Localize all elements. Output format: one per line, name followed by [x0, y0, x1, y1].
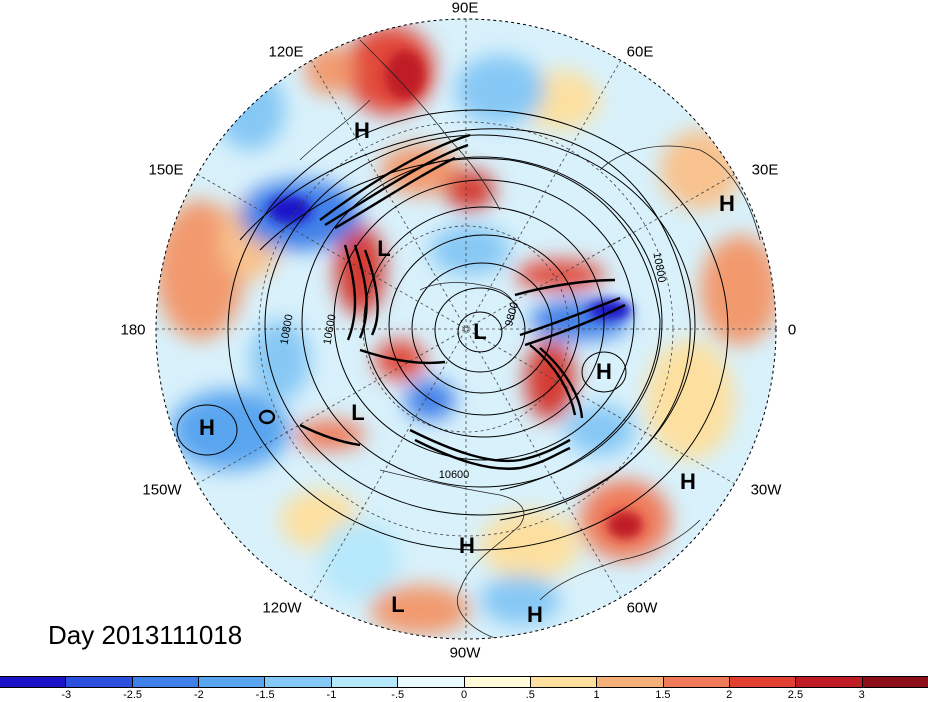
contour-value-label: 10600: [321, 313, 338, 345]
map-title: Day 2013111018: [48, 620, 243, 650]
colorbar-swatch: [796, 677, 863, 687]
colorbar-swatch: [530, 677, 598, 687]
colorbar-tick-label: .5: [525, 689, 535, 701]
high-pressure-marker: H: [596, 359, 612, 384]
longitude-label: 120E: [268, 43, 304, 61]
colorbar-tick-label: 2.5: [787, 689, 804, 701]
longitude-label: 60W: [626, 599, 658, 617]
colorbar-tick-label: 1.5: [655, 689, 671, 701]
longitude-label: 60E: [626, 43, 654, 61]
longitude-label: 30E: [751, 161, 779, 179]
longitude-label: 0: [787, 321, 797, 339]
colorbar-swatch: [464, 677, 531, 687]
colorbar-tick-label: -2: [193, 689, 204, 701]
low-pressure-marker: L: [391, 592, 404, 617]
colorbar-tick-label: -3: [61, 689, 72, 701]
colorbar-swatch: [729, 677, 797, 687]
colorbar-swatch: [199, 677, 266, 687]
longitude-label: 150W: [142, 481, 182, 499]
low-pressure-marker: L: [351, 400, 364, 425]
longitude-label: 30W: [750, 481, 782, 499]
longitude-label: 180: [120, 321, 146, 339]
low-pressure-marker: L: [473, 319, 486, 344]
colorbar-swatch: [66, 677, 133, 687]
contour-value-label: 10600: [439, 469, 470, 481]
colorbar-tick-label: 2: [726, 689, 733, 701]
high-pressure-marker: H: [719, 191, 735, 216]
colorbar-swatch: [0, 677, 67, 687]
colorbar-swatch: [663, 677, 730, 687]
contour-value-label: 10800: [278, 313, 295, 345]
colorbar-swatch: [132, 677, 200, 687]
longitude-label: 120W: [262, 599, 302, 617]
colorbar-swatch: [265, 677, 332, 687]
colorbar-tick-label: 3: [858, 689, 865, 701]
colorbar-swatch: [398, 677, 465, 687]
contour-value-label: 10800: [650, 251, 667, 283]
colorbar: [0, 676, 928, 688]
colorbar-tick-label: -1.5: [255, 689, 275, 701]
colorbar-tick-label: -1: [326, 689, 337, 701]
high-pressure-marker: H: [459, 533, 475, 558]
pressure-centers: H H L L H L H H H L H: [199, 118, 735, 627]
colorbar-tick-label: 0: [460, 689, 468, 701]
high-pressure-marker: H: [199, 415, 215, 440]
longitude-label: 150E: [148, 161, 184, 179]
colorbar-swatch: [331, 677, 399, 687]
longitude-label: 90E: [451, 0, 479, 17]
high-pressure-marker: H: [527, 602, 543, 627]
colorbar-swatch: [862, 677, 928, 687]
coastlines: [299, 39, 761, 639]
longitude-label: 90W: [449, 644, 481, 662]
colorbar-tick-label: -2.5: [123, 689, 143, 701]
high-pressure-marker: H: [354, 118, 370, 143]
low-pressure-marker: L: [377, 236, 390, 261]
colorbar-tick-label: 1: [593, 689, 600, 701]
high-pressure-marker: H: [680, 469, 696, 494]
colorbar-tick-label: -.5: [391, 689, 405, 701]
height-contours: [176, 109, 729, 551]
colorbar-swatch: [597, 677, 664, 687]
